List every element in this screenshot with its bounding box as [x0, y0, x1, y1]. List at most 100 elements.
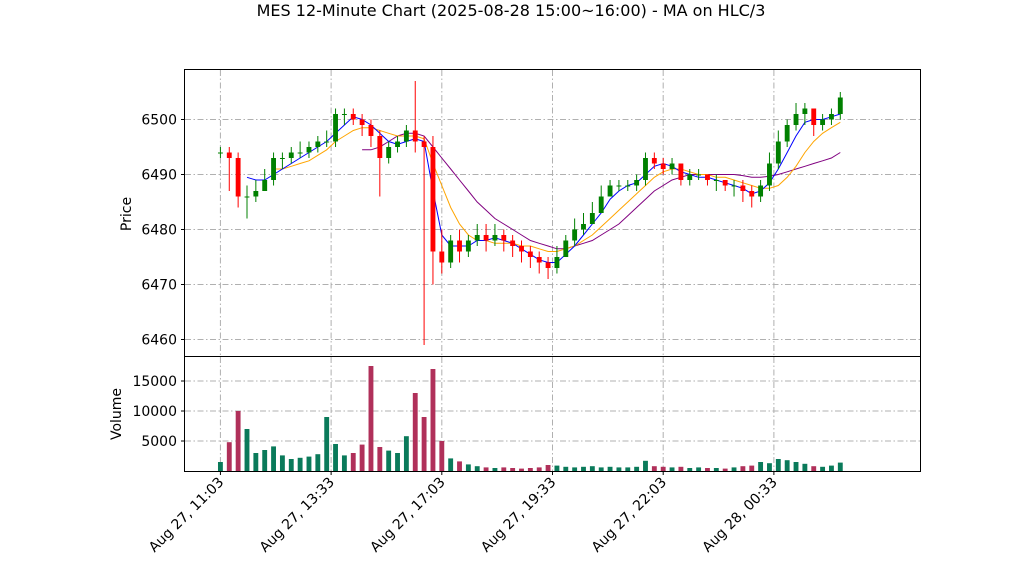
volume-bar [262, 450, 268, 471]
volume-bar [306, 456, 312, 471]
volume-bar [767, 463, 772, 471]
candle-body [430, 147, 436, 252]
volume-bar [457, 461, 462, 471]
volume-bars [217, 366, 843, 471]
candle-body [279, 158, 285, 159]
candle-body [306, 147, 312, 153]
candle-body [395, 141, 400, 147]
candle-body [829, 114, 834, 120]
volume-bar [386, 450, 392, 471]
candle-body [687, 174, 693, 180]
volume-bar [758, 462, 764, 471]
volume-bar [598, 467, 604, 471]
candle-body [262, 180, 268, 191]
candle-body [643, 158, 648, 180]
candle-body [492, 235, 498, 241]
volume-bar [492, 468, 498, 471]
candle-body [811, 108, 817, 125]
volume-bar [616, 467, 622, 471]
volume-bar [483, 467, 489, 471]
volume-bar [448, 458, 454, 471]
chart-title: MES 12-Minute Chart (2025-08-28 15:00~16… [257, 1, 766, 20]
candle-body [572, 229, 578, 241]
x-tick-label: Aug 27, 19:33 [478, 475, 559, 556]
candle-body [448, 240, 454, 263]
candle-body [333, 114, 338, 142]
volume-bar [802, 463, 808, 471]
volume-bar [244, 429, 250, 471]
candle-body [563, 240, 569, 257]
candle-body [439, 251, 445, 263]
volume-bar [563, 466, 569, 471]
candle-body [519, 246, 524, 252]
candle-body [660, 163, 666, 169]
price-tick-label: 6470 [141, 278, 177, 294]
candle-body [545, 262, 551, 268]
candle-body [713, 180, 719, 181]
volume-bar [412, 393, 418, 471]
candle-body [403, 130, 409, 142]
volume-tick-label: 10000 [132, 404, 177, 420]
volume-bar [324, 417, 330, 471]
volume-bar [581, 466, 586, 471]
volume-bar [651, 466, 657, 471]
volume-bar [660, 466, 666, 471]
candle-body [731, 185, 737, 187]
candle-body [536, 257, 542, 263]
volume-bar [625, 467, 631, 471]
candle-body [705, 174, 710, 180]
volume-bar [226, 442, 232, 471]
volume-bar [474, 466, 480, 471]
x-tick-label: Aug 28, 00:33 [699, 475, 780, 556]
candle-body [368, 125, 374, 136]
volume-bar [430, 369, 436, 471]
volume-bar [333, 444, 338, 471]
candle-body [483, 235, 489, 241]
candle-body [767, 163, 772, 186]
candle-body [634, 180, 640, 186]
volume-bar [634, 466, 640, 471]
price-tick-labels: 6460 6470 6480 6490 6500 [141, 113, 185, 349]
volume-bar [829, 465, 834, 471]
volume-bar [297, 457, 303, 471]
candle-body [793, 114, 799, 125]
volume-bar [501, 467, 507, 471]
price-tick-label: 6490 [141, 168, 177, 184]
candle-body [651, 158, 657, 164]
volume-bar [837, 462, 843, 471]
candle-body [678, 163, 684, 180]
volume-bar [749, 465, 755, 471]
x-tick-label: Aug 27, 17:03 [367, 475, 448, 556]
candle-body [740, 185, 746, 191]
volume-tick-label: 15000 [132, 374, 177, 390]
candle-body [315, 141, 321, 147]
candle-body [297, 152, 303, 154]
volume-bar [439, 441, 445, 471]
volume-grid [185, 357, 920, 471]
volume-bar [315, 454, 321, 471]
candle-body [350, 114, 356, 120]
volume-bar [377, 447, 383, 471]
volume-bar [536, 467, 542, 471]
candle-body [749, 191, 755, 197]
volume-bar [678, 466, 684, 471]
candle-body [324, 141, 330, 143]
price-axis-label: Price [119, 197, 135, 231]
ma-long-line [362, 132, 841, 250]
candle-body [421, 141, 427, 147]
volume-bar [519, 468, 524, 471]
candle-body [359, 119, 365, 125]
volume-bar [545, 465, 551, 471]
volume-bar [784, 460, 790, 471]
candle-body [288, 152, 294, 158]
volume-bar [554, 465, 560, 471]
volume-bar [395, 453, 400, 471]
candle-body [457, 240, 462, 252]
volume-panel: 5000 10000 15000 Volume [109, 356, 921, 472]
candle-body [244, 196, 250, 198]
volume-bar [705, 468, 710, 471]
candle-body [669, 163, 675, 169]
volume-bar [341, 455, 347, 471]
volume-bar [607, 466, 613, 471]
volume-bar [820, 466, 826, 471]
